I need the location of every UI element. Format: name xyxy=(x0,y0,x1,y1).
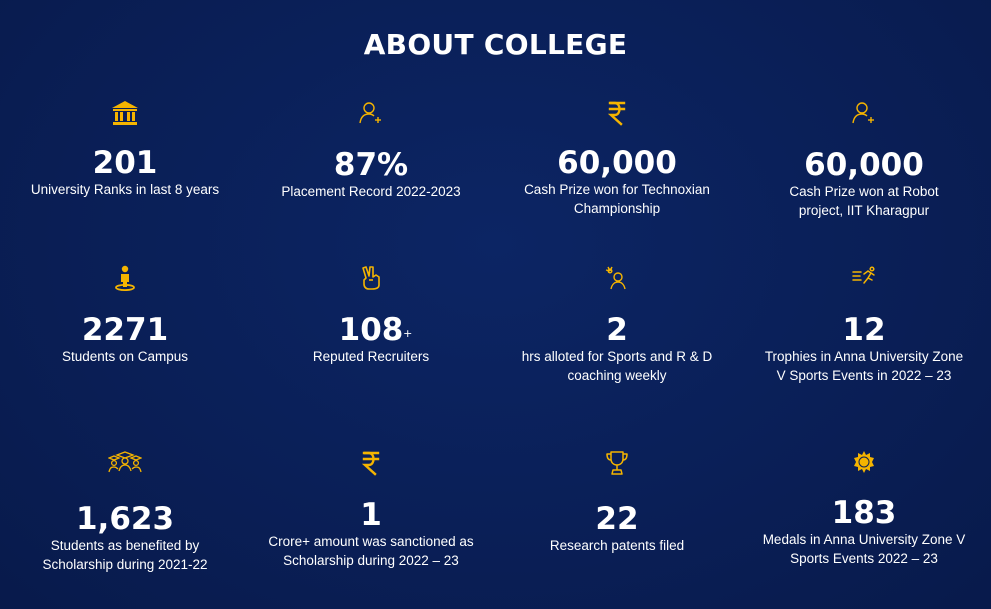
stat-technoxian-prize: 60,000 Cash Prize won for Technoxian Cha… xyxy=(502,100,732,218)
sports-coach-icon xyxy=(502,265,732,295)
stat-number: 22 xyxy=(595,501,639,537)
stat-number: 1 xyxy=(360,497,382,533)
stat-description: Medals in Anna University Zone V Sports … xyxy=(762,532,966,566)
stat-research-patents: 22 Research patents filed xyxy=(502,450,732,555)
stat-robot-project-prize: 60,000 Cash Prize won at Robot project, … xyxy=(749,100,979,220)
stat-description: Students as benefited by Scholarship dur… xyxy=(42,538,208,572)
trophy-icon xyxy=(502,450,732,480)
user-add-icon xyxy=(749,100,979,130)
stat-description: Students on Campus xyxy=(61,349,189,364)
stat-number: 87% xyxy=(333,147,409,183)
plus-suffix: + xyxy=(403,327,413,340)
stat-description: hrs alloted for Sports and R & D coachin… xyxy=(521,349,713,383)
stat-students-campus: 2271 Students on Campus xyxy=(10,265,240,366)
graduates-icon xyxy=(10,450,240,480)
section-title: ABOUT COLLEGE xyxy=(363,28,628,61)
stat-description: Cash Prize won for Technoxian Championsh… xyxy=(524,182,710,216)
stat-number: 183 xyxy=(831,495,897,531)
user-add-icon xyxy=(256,100,486,130)
stat-number: 60,000 xyxy=(804,147,924,183)
stat-medals: 183 Medals in Anna University Zone V Spo… xyxy=(749,450,979,568)
stat-number: 1,623 xyxy=(75,501,175,537)
medal-icon xyxy=(749,450,979,480)
stat-description: Cash Prize won at Robot project, IIT Kha… xyxy=(789,184,939,218)
stat-scholarship-amount: 1 Crore+ amount was sanctioned as Schola… xyxy=(256,450,486,570)
stat-number: 60,000 xyxy=(557,145,677,181)
rupee-icon xyxy=(502,100,732,130)
stat-description: University Ranks in last 8 years xyxy=(30,182,220,197)
stat-number: 201 xyxy=(92,145,158,181)
victory-hand-icon xyxy=(256,265,486,295)
stat-description: Research patents filed xyxy=(549,538,685,553)
stat-trophies: 12 Trophies in Anna University Zone V Sp… xyxy=(749,265,979,385)
stat-number: 2 xyxy=(606,312,628,348)
stat-description: Reputed Recruiters xyxy=(312,349,430,364)
stat-university-ranks: 201 University Ranks in last 8 years xyxy=(10,100,240,199)
rupee-icon xyxy=(256,450,486,480)
university-icon xyxy=(10,100,240,130)
stat-number: 108 + xyxy=(339,313,413,347)
student-icon xyxy=(10,265,240,295)
stat-description: Placement Record 2022-2023 xyxy=(281,184,461,199)
stat-description: Crore+ amount was sanctioned as Scholars… xyxy=(268,534,474,568)
stat-description: Trophies in Anna University Zone V Sport… xyxy=(764,349,964,383)
stat-number: 12 xyxy=(842,312,886,348)
stat-number: 2271 xyxy=(81,312,169,348)
stat-recruiters: 108 + Reputed Recruiters xyxy=(256,265,486,366)
stat-sports-hours: 2 hrs alloted for Sports and R & D coach… xyxy=(502,265,732,385)
stat-scholarship-students: 1,623 Students as benefited by Scholarsh… xyxy=(10,450,240,574)
stat-placement-record: 87% Placement Record 2022-2023 xyxy=(256,100,486,201)
running-icon xyxy=(749,265,979,295)
